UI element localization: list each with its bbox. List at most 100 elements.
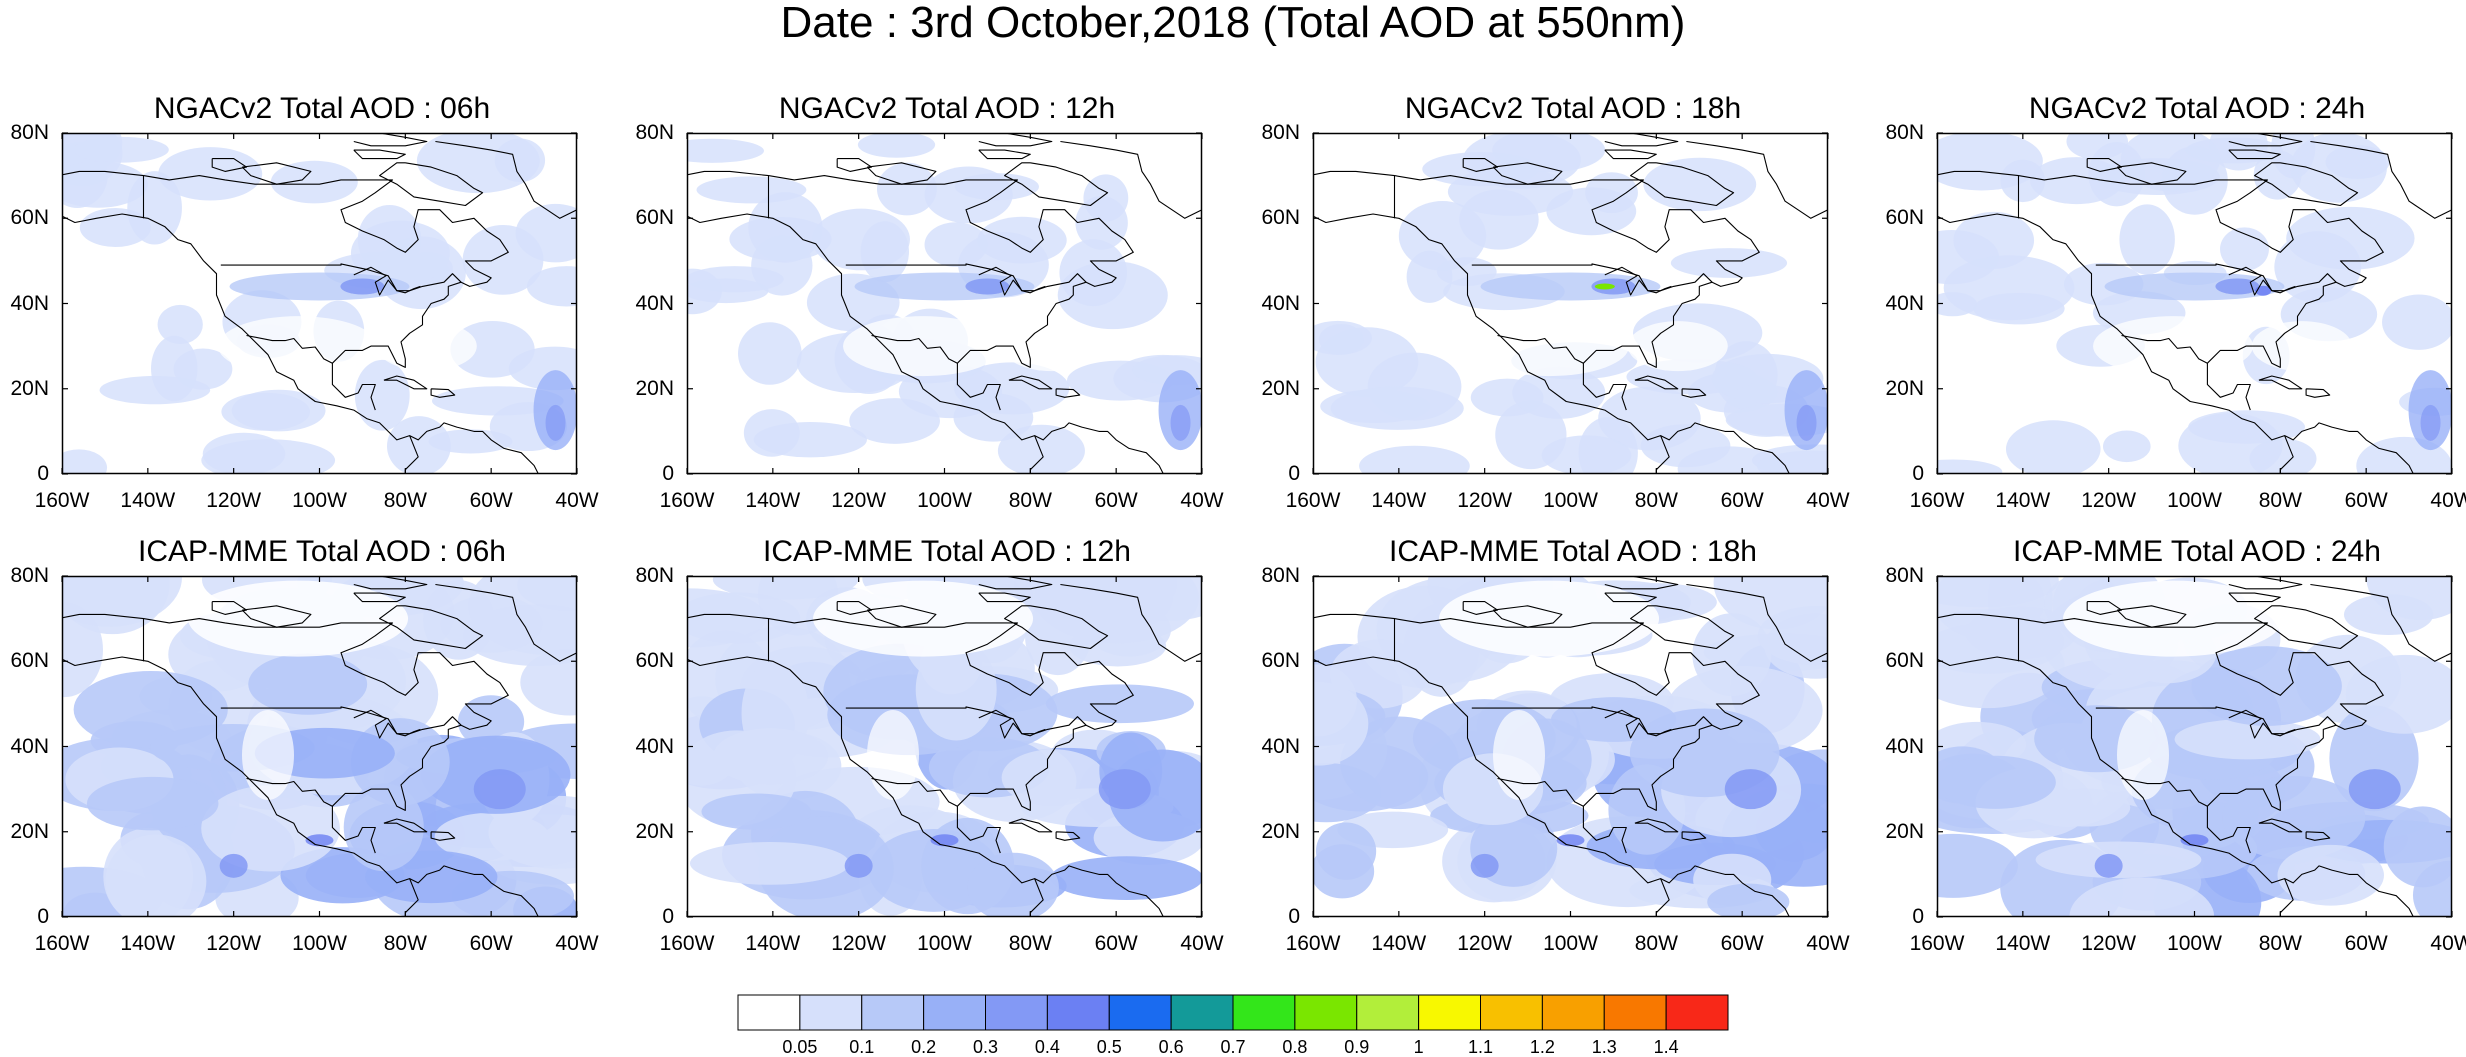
aod-field-patch <box>73 136 169 163</box>
coastline <box>1462 158 1499 172</box>
lat-tick-label: 0 <box>662 462 674 485</box>
coastline <box>2305 388 2331 398</box>
lat-tick-label: 80N <box>10 564 49 587</box>
lon-tick-label: 80W <box>1634 489 1678 512</box>
lon-tick-label: 100W <box>292 489 347 512</box>
coastline <box>1634 375 1679 390</box>
aod-field-patch <box>2178 413 2283 474</box>
coastline <box>211 158 248 172</box>
coastline <box>1055 388 1081 398</box>
lat-tick-label: 80N <box>10 121 49 144</box>
coastline <box>430 831 456 841</box>
aod-field-patch <box>2420 404 2441 441</box>
coastline <box>2228 266 2296 296</box>
aod-field-patch <box>741 660 809 766</box>
coastline <box>1681 388 1707 398</box>
panel-title: NGACv2 Total AOD : 24h <box>2028 92 2366 125</box>
aod-field-patch <box>924 166 1013 224</box>
map-panel: NGACv2 Total AOD : 06h 80N 60N 40N 20N 0 160W 1… <box>10 92 598 512</box>
lon-tick-label: 140W <box>1995 932 2051 955</box>
aod-field-patch <box>1469 316 1630 377</box>
map-panel: ICAP-MME Total AOD : 06h 80N 60N 40N 20N 0 160… <box>10 535 598 955</box>
aod-field-patch <box>1937 292 1977 317</box>
aod-field-patch <box>2063 580 2284 657</box>
lat-tick-label: 40N <box>1885 291 1924 315</box>
lon-tick-label: 160W <box>1285 489 1341 512</box>
coastline <box>1060 133 1202 219</box>
coastline <box>1686 133 1828 219</box>
coastline <box>2121 334 2208 364</box>
lat-tick-label: 20N <box>1885 819 1924 843</box>
lon-tick-label: 140W <box>1371 932 1427 955</box>
aod-field-patch <box>1670 248 1788 278</box>
aod-field-patch <box>1937 833 2018 898</box>
aod-field-patch <box>2191 646 2342 726</box>
aod-field-patch <box>440 595 543 653</box>
lon-tick-label: 40W <box>1180 932 1224 955</box>
coastline <box>1655 435 1670 474</box>
coastline <box>1313 613 1760 854</box>
lat-tick-label: 60N <box>1261 649 1300 673</box>
lon-tick-label: 160W <box>1909 489 1965 512</box>
coastline <box>1604 592 1657 603</box>
coastline <box>430 388 456 398</box>
aod-field-patch <box>1170 404 1191 441</box>
coastline <box>978 149 1031 160</box>
aod-field-patch <box>857 133 936 158</box>
aod-field-patch <box>729 216 832 262</box>
aod-map <box>686 575 1203 918</box>
lon-tick-label: 60W <box>469 932 513 955</box>
lon-tick-label: 120W <box>831 932 887 955</box>
aod-field-patch <box>86 776 219 831</box>
aod-field-patch <box>218 316 379 377</box>
aod-field-patch <box>1045 684 1195 724</box>
coastline <box>836 158 873 172</box>
coastline <box>1937 613 2384 854</box>
panel-title: ICAP-MME Total AOD : 12h <box>763 535 1131 568</box>
lat-tick-label: 0 <box>1288 462 1300 485</box>
aod-field-patch <box>340 278 385 295</box>
lon-tick-label: 140W <box>745 489 801 512</box>
aod-field-patch <box>2093 316 2254 377</box>
lat-tick-label: 60N <box>1885 206 1924 230</box>
aod-field-patch <box>813 580 1034 657</box>
aod-field-patch <box>1937 576 2045 640</box>
coastline <box>1492 162 1563 185</box>
lat-tick-label: 40N <box>1261 291 1300 315</box>
coastline <box>1604 709 1672 739</box>
aod-field-patch <box>387 416 451 474</box>
lon-tick-label: 40W <box>555 489 599 512</box>
lon-tick-label: 40W <box>1806 932 1850 955</box>
coastline <box>2258 818 2303 833</box>
lon-tick-label: 120W <box>2081 489 2137 512</box>
aod-field-patch <box>2117 710 2169 801</box>
aod-field-patch <box>520 649 577 716</box>
lon-tick-label: 60W <box>2344 932 2388 955</box>
coastline <box>2279 878 2294 917</box>
aod-field-patch <box>248 653 368 715</box>
aod-field-patch <box>416 133 540 194</box>
lon-tick-label: 100W <box>917 932 972 955</box>
aod-field-patch <box>1541 435 1632 474</box>
coastline <box>2279 435 2294 474</box>
aod-field-patch <box>2215 278 2260 295</box>
lon-tick-label: 80W <box>1634 932 1678 955</box>
lon-tick-label: 80W <box>383 932 427 955</box>
aod-field-patch <box>967 852 1059 917</box>
coastline <box>246 777 333 807</box>
coastline <box>1008 818 1053 833</box>
aod-field-patch <box>1098 769 1151 810</box>
map-panel: NGACv2 Total AOD : 12h 80N 60N 40N 20N 0 160W 1… <box>635 92 1223 512</box>
aod-field-patch <box>1594 283 1615 290</box>
lon-tick-label: 160W <box>659 489 715 512</box>
aod-field-patch <box>2290 133 2387 203</box>
aod-field-patch <box>743 409 800 457</box>
aod-field-patch <box>62 449 108 474</box>
lat-tick-label: 20N <box>10 376 49 400</box>
coastline <box>1313 170 1760 411</box>
lat-tick-label: 60N <box>1261 206 1300 230</box>
aod-field-patch <box>473 769 526 810</box>
aod-field-patch <box>2120 133 2221 192</box>
lat-tick-label: 20N <box>635 376 674 400</box>
aod-field-patch <box>1757 606 1828 666</box>
